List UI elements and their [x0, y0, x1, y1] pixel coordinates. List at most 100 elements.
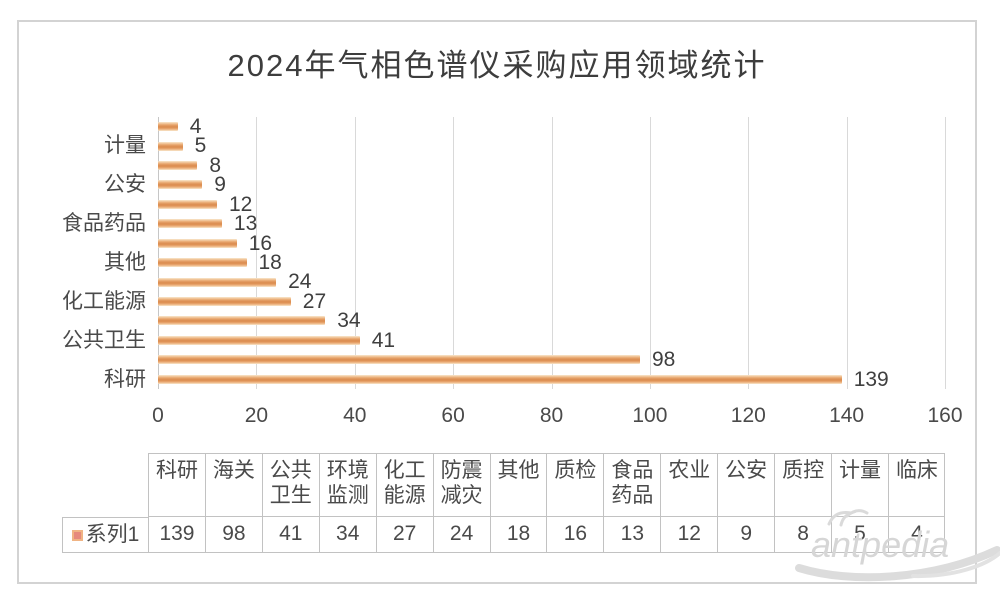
table-header-cell-质控: 质控: [774, 454, 831, 516]
chart-frame: 2024年气相色谱仪采购应用领域统计 4 5 8 9 12 13 16 18 24 27 34 41 9…: [17, 20, 1000, 584]
legend-cell: 系列1: [62, 517, 148, 552]
bar-化工能源: [158, 297, 291, 307]
table-value-cell-食品药品: 13: [603, 517, 660, 552]
table-header-cell-环境监测: 环境监测: [318, 454, 376, 516]
table-header-cell-公安: 公安: [717, 454, 774, 516]
plot-area: 4 5 8 9 12 13 16 18 24 27 34 41 98 139: [158, 115, 946, 391]
table-value-cell-农业: 12: [660, 517, 717, 552]
series-legend-label: 系列1: [85, 523, 140, 546]
table-header-cell-防震减灾: 防震减灾: [432, 454, 490, 516]
bar-value-label: 139: [853, 367, 889, 391]
bar-临床: [158, 122, 178, 132]
table-value-cell-质控: 8: [774, 517, 831, 552]
bar-row-食品药品: 13: [158, 213, 945, 234]
table-header-cell-公共卫生: 公共卫生: [261, 454, 319, 516]
bar-公共卫生: [158, 335, 360, 345]
table-value-cell-质检: 16: [546, 517, 603, 552]
x-axis-tick-40: 40: [343, 404, 367, 427]
bar-海关: [158, 355, 640, 365]
bar-value-label: 34: [337, 309, 361, 333]
gridline-x-160: [945, 117, 946, 389]
gridline-x-120: [748, 117, 750, 389]
table-header-cell-海关: 海关: [204, 454, 262, 516]
table-header-cell-临床: 临床: [887, 454, 945, 516]
bar-row-科研: 139: [158, 367, 945, 391]
bar-value-label: 98: [652, 348, 676, 372]
table-value-cell-公共卫生: 41: [261, 517, 319, 552]
gridline-x-80: [551, 117, 553, 389]
bar-row-环境监测: 34: [158, 309, 945, 333]
table-value-cell-科研: 139: [148, 517, 205, 552]
x-axis-tick-0: 0: [152, 404, 164, 427]
bar-计量: [158, 141, 183, 151]
bar-row-海关: 98: [158, 348, 945, 372]
table-header-cell-化工能源: 化工能源: [375, 454, 433, 516]
table-header-cell-计量: 计量: [831, 454, 888, 516]
bar-质控: [158, 161, 198, 171]
y-axis-label-公共卫生: 公共卫生: [62, 328, 146, 352]
gridline-x-100: [649, 117, 651, 389]
bar-value-label: 5: [194, 134, 207, 158]
table-header-cell-科研: 科研: [148, 454, 205, 516]
x-axis-tick-100: 100: [632, 404, 668, 427]
table-value-cell-化工能源: 27: [375, 517, 433, 552]
bar-value-label: 4: [189, 115, 202, 138]
data-table-header-row: 科研 海关 公共卫生 环境监测 化工能源 防震减灾 其他 质检 食品药品 农业 公安 质控 计量 临床: [148, 453, 945, 517]
table-header-cell-其他: 其他: [489, 454, 547, 516]
x-axis-tick-120: 120: [730, 404, 766, 427]
y-axis-label-其他: 其他: [104, 251, 146, 274]
bar-公安: [158, 180, 203, 190]
bar-value-label: 18: [258, 251, 282, 274]
bar-环境监测: [158, 316, 326, 326]
bar-row-其他: 18: [158, 251, 945, 274]
bar-value-label: 41: [371, 328, 396, 352]
bar-质检: [158, 238, 237, 248]
bar-value-label: 24: [288, 270, 312, 294]
data-table-value-row: 系列1 139 98 41 34 27 24 18 16 13 12 9 8 5 4: [62, 517, 945, 553]
table-value-cell-计量: 5: [831, 517, 888, 552]
y-axis-label-公安: 公安: [104, 173, 146, 197]
gridline-x-0: [158, 117, 159, 389]
table-value-cell-防震减灾: 24: [432, 517, 490, 552]
chart-title: 2024年气相色谱仪采购应用领域统计: [227, 48, 767, 83]
gridline-x-140: [846, 117, 848, 389]
bar-value-label: 16: [248, 231, 273, 255]
bar-农业: [158, 199, 217, 209]
bar-其他: [158, 258, 247, 268]
table-value-cell-环境监测: 34: [318, 517, 376, 552]
x-axis-tick-140: 140: [829, 404, 865, 427]
bar-value-label: 9: [214, 173, 226, 197]
bar-row-公安: 9: [158, 173, 945, 197]
bar-row-计量: 5: [158, 134, 945, 158]
table-value-cell-其他: 18: [489, 517, 547, 552]
bar-row-公共卫生: 41: [158, 328, 945, 352]
bar-防震减灾: [158, 277, 276, 287]
table-header-cell-食品药品: 食品药品: [603, 454, 660, 516]
bar-row-防震减灾: 24: [158, 270, 945, 294]
x-axis-tick-80: 80: [539, 404, 564, 427]
series-legend-marker-icon: [71, 529, 83, 541]
y-axis-label-科研: 科研: [104, 367, 146, 391]
bar-row-化工能源: 27: [158, 291, 945, 312]
gridline-x-20: [256, 117, 258, 389]
bar-科研: [158, 374, 842, 384]
bar-value-label: 12: [229, 192, 253, 216]
bar-row-质控: 8: [158, 153, 945, 177]
x-axis-tick-160: 160: [927, 404, 963, 427]
table-value-cell-公安: 9: [717, 517, 774, 552]
x-axis-tick-20: 20: [244, 404, 269, 427]
bar-row-农业: 12: [158, 192, 945, 216]
table-header-cell-质检: 质检: [546, 454, 603, 516]
bar-食品药品: [158, 219, 222, 229]
y-axis-label-食品药品: 食品药品: [62, 212, 146, 236]
table-value-cell-临床: 4: [887, 517, 945, 552]
gridline-x-60: [453, 117, 455, 389]
bar-row-质检: 16: [158, 231, 945, 255]
y-axis-label-计量: 计量: [104, 134, 146, 158]
bar-row-临床: 4: [158, 115, 945, 138]
table-header-cell-农业: 农业: [660, 454, 717, 516]
gridline-x-40: [354, 117, 356, 389]
y-axis-label-化工能源: 化工能源: [62, 289, 146, 313]
bar-value-label: 8: [209, 153, 222, 177]
table-value-cell-海关: 98: [204, 517, 262, 552]
